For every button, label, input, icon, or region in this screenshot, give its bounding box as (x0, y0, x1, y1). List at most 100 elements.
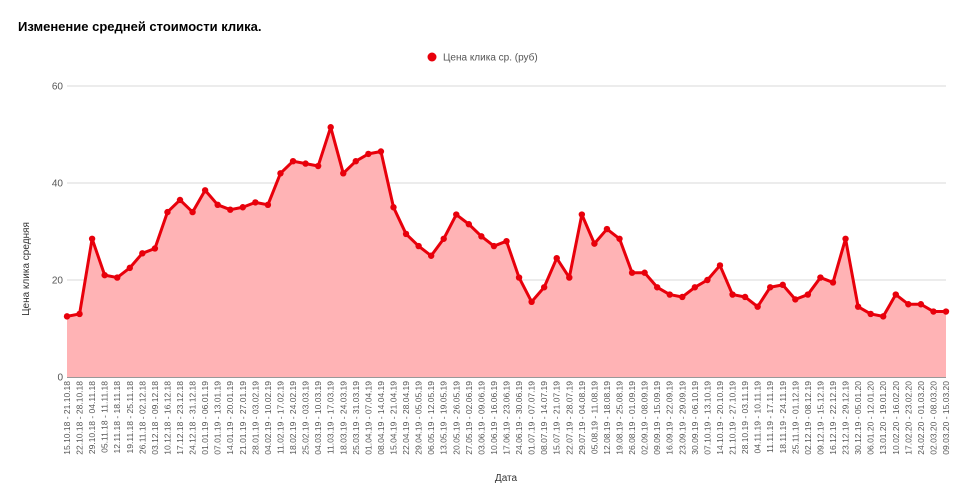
x-tick-label: 01.04.19 - 07.04.19 (363, 381, 373, 455)
series-area (67, 127, 946, 377)
data-point (917, 301, 925, 308)
x-tick-label: 15.04.19 - 21.04.19 (388, 381, 398, 455)
data-point (289, 157, 297, 165)
data-point (628, 269, 636, 276)
x-tick-label: 26.08.19 - 01.09.19 (627, 381, 637, 455)
x-tick-label: 13.05.19 - 19.05.19 (439, 381, 449, 455)
x-tick-label: 30.12.19 - 05.01.20 (853, 381, 863, 455)
x-tick-label: 09.03.20 - 15.03.20 (941, 381, 951, 455)
data-point (302, 160, 309, 167)
x-tick-label: 03.12.18 - 09.12.18 (150, 381, 160, 455)
x-tick-label: 11.11.19 - 17.11.19 (765, 381, 775, 453)
legend-label: Цена клика ср. (руб) (443, 52, 538, 64)
data-point (239, 204, 246, 211)
x-tick-label: 29.10.18 - 04.11.18 (87, 381, 97, 454)
x-tick-label: 05.08.19 - 11.08.19 (589, 381, 599, 454)
data-point (427, 252, 435, 259)
data-point (829, 279, 837, 286)
data-point (214, 201, 221, 209)
y-tick-label: 0 (57, 373, 63, 384)
x-tick-label: 12.08.19 - 18.08.19 (602, 381, 612, 455)
x-tick-label: 24.02.20 - 01.03.20 (916, 381, 926, 455)
x-tick-label: 23.12.19 - 29.12.19 (841, 381, 851, 455)
x-tick-label: 24.06.19 - 30.06.19 (514, 381, 524, 455)
x-tick-label: 01.07.19 - 07.07.19 (527, 381, 537, 455)
x-tick-label: 16.09.19 - 22.09.19 (665, 381, 675, 455)
data-point (277, 170, 284, 177)
x-axis-label: Дата (495, 473, 518, 484)
x-tick-label: 11.02.19 - 17.02.19 (275, 381, 285, 454)
x-tick-label: 02.09.19 - 08.09.19 (640, 381, 650, 455)
data-point (716, 262, 724, 269)
x-tick-label: 10.02.20 - 16.02.20 (891, 381, 901, 455)
data-point (515, 274, 523, 281)
data-point (842, 235, 849, 242)
data-point (804, 291, 812, 298)
x-tick-label: 08.07.19 - 14.07.19 (539, 381, 549, 455)
data-point (729, 291, 736, 298)
x-tick-label: 18.02.19 - 24.02.19 (288, 381, 298, 455)
x-tick-label: 18.11.19 - 24.11.19 (778, 381, 788, 454)
x-tick-label: 04.02.19 - 10.02.19 (263, 381, 273, 455)
data-point (478, 233, 485, 240)
x-tick-label: 17.02.20 - 23.02.20 (903, 381, 913, 455)
x-tick-label: 21.10.19 - 27.10.19 (728, 381, 738, 455)
data-point (704, 276, 711, 284)
x-tick-label: 07.10.19 - 13.10.19 (702, 381, 712, 455)
data-point (327, 124, 334, 131)
x-tick-label: 10.06.19 - 16.06.19 (489, 381, 499, 455)
data-point (453, 211, 460, 218)
data-point (817, 274, 824, 281)
data-point (365, 150, 372, 158)
data-point (227, 206, 234, 213)
x-tick-label: 12.11.18 - 18.11.18 (112, 381, 122, 454)
y-tick-label: 20 (52, 276, 64, 287)
data-point (540, 284, 548, 291)
data-point (402, 230, 410, 238)
x-tick-label: 22.04.19 - 28.04.19 (401, 381, 411, 455)
x-tick-label: 09.09.19 - 15.09.19 (652, 381, 662, 455)
data-point (867, 310, 874, 318)
x-tick-label: 10.12.18 - 16.12.18 (162, 381, 172, 455)
x-tick-label: 04.11.19 - 10.11.19 (753, 381, 763, 454)
x-tick-label: 22.10.18 - 28.10.18 (75, 381, 85, 455)
data-point (390, 204, 397, 211)
data-point (779, 281, 786, 289)
data-point (553, 254, 560, 262)
data-point (578, 211, 586, 218)
x-tick-label: 08.04.19 - 14.04.19 (376, 381, 386, 455)
data-point (591, 240, 598, 247)
x-tick-label: 13.01.20 - 19.01.20 (878, 381, 888, 455)
x-tick-label: 28.10.19 - 03.11.19 (740, 381, 750, 454)
data-point (415, 242, 422, 250)
x-tick-label: 29.07.19 - 04.08.19 (577, 381, 587, 455)
x-tick-label: 03.06.19 - 09.06.19 (476, 381, 486, 455)
x-tick-label: 01.01.19 - 06.01.19 (200, 381, 210, 455)
data-point (666, 291, 673, 298)
data-point (340, 170, 347, 177)
data-point (892, 291, 899, 298)
x-tick-label: 16.12.19 - 22.12.19 (828, 381, 838, 455)
data-point (691, 284, 699, 291)
x-tick-label: 18.03.19 - 24.03.19 (338, 381, 348, 455)
x-tick-label: 25.02.19 - 03.03.19 (301, 381, 311, 455)
data-point (201, 187, 209, 194)
data-point (114, 274, 121, 281)
data-point (126, 264, 133, 272)
data-point (880, 313, 887, 320)
chart-title: Изменение средней стоимости клика. (18, 19, 261, 34)
data-point (252, 199, 259, 206)
x-tick-label: 14.01.19 - 20.01.19 (225, 381, 235, 455)
x-tick-label: 14.10.19 - 20.10.19 (715, 381, 725, 455)
data-point (76, 310, 83, 318)
data-point (63, 313, 71, 320)
x-tick-label: 24.12.18 - 31.12.18 (188, 381, 198, 455)
x-tick-label: 11.03.19 - 17.03.19 (326, 381, 336, 454)
data-point (566, 274, 573, 281)
x-tick-label: 06.01.20 - 12.01.20 (866, 381, 876, 455)
x-tick-label: 07.01.19 - 13.01.19 (213, 381, 223, 455)
x-tick-label: 28.01.19 - 03.02.19 (250, 381, 260, 455)
data-point (264, 201, 272, 209)
legend: Цена клика ср. (руб) (427, 52, 538, 64)
data-point (792, 296, 799, 303)
